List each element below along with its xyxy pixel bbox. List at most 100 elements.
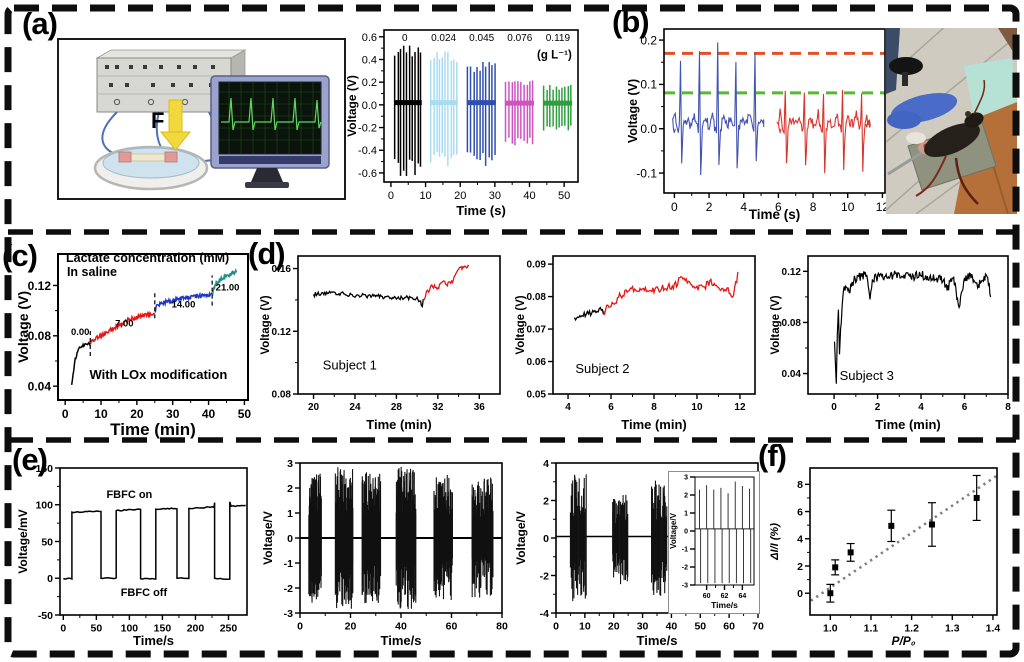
chart-e-inset-zoom: 60 62 64 -3 -2 -1 0 1 2 3 Time/s Voltage/V (668, 471, 760, 614)
panel-label-d: (d) (248, 236, 286, 271)
svg-text:8: 8 (651, 402, 657, 413)
svg-text:0: 0 (402, 33, 408, 44)
svg-text:2: 2 (684, 493, 688, 500)
svg-text:0.05: 0.05 (527, 390, 547, 401)
svg-text:28: 28 (391, 402, 403, 413)
svg-text:-4: -4 (540, 608, 549, 620)
svg-text:0: 0 (62, 407, 69, 421)
svg-text:8: 8 (1005, 402, 1011, 413)
svg-text:Voltage/V: Voltage/V (262, 511, 275, 565)
svg-text:-0.1: -0.1 (636, 166, 657, 180)
svg-text:Voltage (V): Voltage (V) (770, 295, 782, 354)
rat-experiment-photo (875, 7, 1018, 215)
svg-text:62: 62 (721, 593, 729, 600)
svg-text:0.024: 0.024 (431, 33, 456, 44)
svg-text:Voltage (V): Voltage (V) (260, 295, 272, 354)
svg-text:-3: -3 (682, 583, 688, 590)
svg-text:4: 4 (543, 458, 549, 470)
svg-text:3: 3 (684, 475, 688, 482)
chart-b-ecg-voltage-vs-time: 0 2 4 6 8 10 12 -0.1 0.0 0.1 0.2 Time (s) Voltage (V… (628, 24, 890, 224)
svg-text:Voltage (V): Voltage (V) (515, 295, 527, 354)
svg-text:Time (min): Time (min) (110, 420, 196, 439)
svg-text:70: 70 (752, 621, 764, 633)
svg-text:10: 10 (94, 407, 108, 421)
svg-text:1: 1 (287, 508, 293, 520)
svg-text:Voltage (V): Voltage (V) (15, 291, 31, 363)
electrode-right (164, 151, 178, 163)
svg-text:21.00: 21.00 (216, 283, 240, 294)
svg-text:0.6: 0.6 (362, 32, 377, 44)
svg-text:10: 10 (419, 190, 431, 202)
svg-text:8: 8 (810, 200, 817, 214)
svg-text:0: 0 (684, 529, 688, 536)
svg-text:0.0: 0.0 (362, 100, 377, 112)
chart-a-spike-voltage-vs-time: 0 10 20 30 40 50 -0.6 -0.4 -0.2 0.0 0.2 0.4 0.6 Time … (344, 16, 584, 220)
svg-text:6: 6 (797, 506, 803, 518)
svg-text:12: 12 (734, 402, 746, 413)
svg-text:0.045: 0.045 (469, 33, 494, 44)
svg-text:0.4: 0.4 (362, 54, 377, 66)
svg-text:Voltage (V): Voltage (V) (628, 79, 640, 143)
svg-text:2: 2 (543, 495, 549, 507)
svg-text:-3: -3 (284, 608, 293, 620)
svg-text:0.12: 0.12 (782, 267, 802, 278)
svg-text:0.12: 0.12 (272, 327, 292, 338)
svg-text:60: 60 (703, 593, 711, 600)
svg-text:2: 2 (875, 402, 881, 413)
svg-text:-50: -50 (38, 610, 53, 622)
svg-text:64: 64 (738, 593, 746, 600)
svg-text:4: 4 (740, 200, 747, 214)
chart-c-lactate-response: 0 10 20 30 40 50 0.04 0.08 0.12 Time (min) Voltage… (14, 248, 258, 440)
svg-text:200: 200 (187, 623, 205, 635)
svg-text:0.04: 0.04 (782, 369, 802, 380)
svg-text:Subject 3: Subject 3 (840, 368, 894, 383)
svg-text:ΔI/I (%): ΔI/I (%) (769, 523, 781, 561)
svg-text:0.1: 0.1 (640, 78, 657, 92)
svg-text:0.119: 0.119 (546, 33, 571, 44)
svg-text:-1: -1 (284, 558, 293, 570)
svg-text:0: 0 (297, 621, 303, 633)
svg-text:0.12: 0.12 (28, 279, 52, 293)
svg-text:0: 0 (287, 533, 293, 545)
svg-text:40: 40 (666, 621, 678, 633)
svg-text:0.08: 0.08 (28, 329, 52, 343)
svg-text:-0.4: -0.4 (358, 145, 377, 157)
svg-text:0.08: 0.08 (527, 292, 547, 303)
svg-text:Time/s: Time/s (133, 633, 174, 648)
svg-text:Time (min): Time (min) (366, 417, 432, 432)
svg-text:With LOx modification: With LOx modification (89, 367, 227, 382)
svg-text:-1: -1 (682, 547, 688, 554)
svg-text:Time (s): Time (s) (456, 203, 506, 218)
panel-label-a: (a) (22, 6, 58, 41)
rat-ear (965, 111, 971, 117)
svg-text:0.09: 0.09 (527, 260, 547, 271)
svg-text:0.07: 0.07 (527, 325, 547, 336)
svg-text:6: 6 (962, 402, 968, 413)
force-label: F (151, 108, 164, 133)
svg-text:1.2: 1.2 (904, 623, 919, 635)
svg-text:20: 20 (608, 621, 620, 633)
svg-text:1: 1 (684, 511, 688, 518)
panel-label-c: (c) (2, 238, 38, 273)
svg-text:(g L⁻¹): (g L⁻¹) (537, 49, 572, 61)
svg-text:2: 2 (706, 200, 713, 214)
oscilloscope-monitor (210, 75, 330, 188)
svg-text:2: 2 (287, 483, 293, 495)
svg-text:80: 80 (496, 621, 508, 633)
svg-text:-2: -2 (682, 565, 688, 572)
chart-d-subject-3: 0 2 4 6 8 0.04 0.08 0.12 Time (min) Voltage (V) Su… (768, 250, 1018, 434)
svg-text:4: 4 (565, 402, 571, 413)
chart-e-fbfc-square-wave: 0 50 100 150 200 250 -50 0 50 100 150 Time/s Voltage… (16, 458, 256, 650)
svg-text:0: 0 (388, 190, 394, 202)
svg-text:3: 3 (287, 458, 293, 470)
svg-text:0.2: 0.2 (362, 77, 377, 89)
svg-text:0.0: 0.0 (640, 122, 657, 136)
svg-text:Voltage (V): Voltage (V) (345, 75, 359, 137)
svg-text:Time (min): Time (min) (621, 417, 687, 432)
svg-text:Voltage/mV: Voltage/mV (16, 509, 30, 573)
svg-text:50: 50 (238, 407, 252, 421)
chart-d-subject-1: 20 24 28 32 36 0.08 0.12 0.16 Time (min) Voltage … (258, 250, 510, 434)
svg-text:1.4: 1.4 (986, 623, 1001, 635)
svg-text:0: 0 (60, 623, 66, 635)
svg-text:-0.2: -0.2 (358, 123, 377, 135)
